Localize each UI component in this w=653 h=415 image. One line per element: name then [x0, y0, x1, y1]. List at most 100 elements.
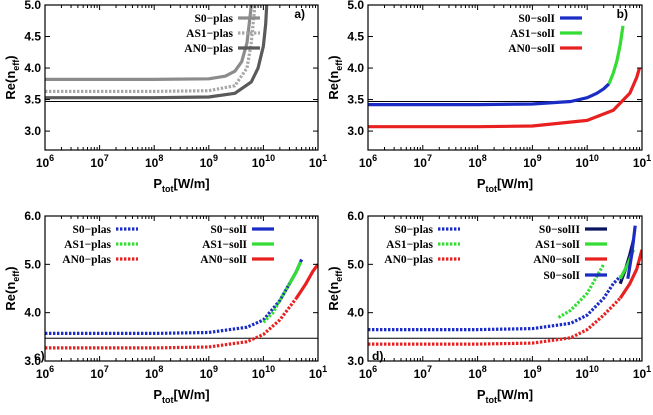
plot-frame — [367, 215, 643, 362]
chart-panel-4: 3.0 4.0 5.0 6.0 106 107 108 109 1010 101 Ptot[W/m]… — [326, 209, 651, 405]
x-tick-label: 1010 — [576, 153, 599, 170]
y-tick-label: 5.0 — [347, 257, 364, 271]
panel-label: d) — [372, 349, 383, 363]
x-tick-label: 109 — [523, 153, 541, 170]
series-group — [368, 25, 642, 129]
legend-label: S0−solI — [543, 270, 580, 282]
series-group — [45, 258, 318, 350]
legend-label: S0−plas — [72, 224, 111, 236]
series-line-6 — [294, 263, 318, 300]
y-tick-label: 3.5 — [347, 93, 364, 107]
plot-frame — [44, 4, 319, 151]
series-line-1 — [368, 82, 611, 107]
legend-label: AN0−plas — [384, 254, 433, 266]
y-tick-label: 3.5 — [24, 93, 41, 107]
legend-label: AS1−solI — [535, 239, 580, 251]
series-line-3 — [45, 297, 298, 350]
x-tick-label: 108 — [468, 364, 486, 381]
x-axis-label: Ptot[W/m] — [153, 176, 209, 194]
x-tick-label: 101 — [633, 153, 651, 170]
x-tick-label: 107 — [90, 364, 108, 381]
legend-label: AS1−plas — [186, 28, 233, 40]
series-line-3 — [45, 5, 269, 100]
x-axis-label: Ptot[W/m] — [153, 387, 209, 405]
x-tick-label: 101 — [633, 364, 651, 381]
x-tick-label: 101 — [309, 364, 327, 381]
y-tick-label: 6.0 — [347, 209, 364, 223]
y-tick-label: 5.0 — [24, 0, 41, 12]
x-tick-label: 108 — [145, 153, 163, 170]
x-axis-label: Ptot[W/m] — [477, 387, 533, 405]
x-tick-label: 108 — [145, 364, 163, 381]
series-line-2 — [262, 282, 291, 324]
legend-label: AS1−solI — [510, 28, 555, 40]
series-line-2 — [45, 5, 257, 94]
series-line-2 — [607, 25, 625, 85]
panel-label: b) — [617, 7, 628, 21]
x-tick-label: 109 — [200, 153, 218, 170]
x-tick-label: 106 — [36, 153, 54, 170]
x-tick-label: 1010 — [576, 364, 599, 381]
x-tick-label: 109 — [523, 364, 541, 381]
y-axis-label: Re(neff) — [326, 55, 344, 99]
y-tick-label: 5.0 — [24, 257, 41, 271]
legend: S0−plas AS1−plas AN0−plas — [184, 13, 260, 55]
x-tick-label: 1010 — [252, 364, 275, 381]
x-tick-label: 1010 — [252, 153, 275, 170]
y-tick-label: 3.0 — [24, 354, 41, 368]
series-group — [45, 5, 269, 100]
series-line-3 — [368, 297, 622, 346]
plot-frame — [367, 4, 643, 151]
panel-label: c) — [34, 349, 45, 363]
legend-label: AN0−plas — [62, 254, 111, 266]
series-line-1 — [45, 5, 253, 82]
x-axis-label: Ptot[W/m] — [477, 176, 533, 194]
y-tick-label: 6.0 — [24, 209, 41, 223]
legend-label: AN0−plas — [184, 43, 233, 55]
legend: S0−plas AS1−plas AN0−plas S0−solII AS1−solI A… — [384, 224, 607, 282]
series-line-1 — [45, 282, 291, 335]
legend-label: AN0−solI — [200, 254, 247, 266]
legend-label: S0−solI — [210, 224, 247, 236]
y-tick-label: 3.0 — [347, 354, 364, 368]
legend-label: AS1−solI — [202, 239, 247, 251]
legend-label: S0−solII — [539, 224, 581, 236]
series-line-1 — [368, 275, 622, 332]
chart-panel-2: 3.0 3.5 4.0 4.5 5.0 106 107 108 109 1010 101 Ptot[W… — [326, 0, 651, 194]
x-tick-label: 108 — [468, 153, 486, 170]
legend-label: S0−plas — [394, 224, 433, 236]
legend-label: AS1−plas — [386, 239, 433, 251]
x-tick-label: 106 — [359, 364, 377, 381]
legend: S0−solI AS1−solI AN0−solI — [508, 13, 582, 55]
legend-label: AN0−solI — [533, 254, 580, 266]
y-axis-label: Re(neff) — [326, 266, 344, 310]
y-tick-label: 4.5 — [24, 30, 41, 44]
series-line-5 — [288, 261, 303, 285]
chart-panel-3: 3.0 4.0 5.0 6.0 106 107 108 109 1010 101 Ptot[W/m]… — [3, 209, 327, 405]
x-tick-label: 106 — [359, 153, 377, 170]
series-line-6 — [618, 249, 642, 300]
legend-label: S0−solI — [518, 13, 555, 25]
legend-label: AN0−solI — [508, 43, 555, 55]
y-tick-label: 4.0 — [24, 61, 41, 75]
y-tick-label: 3.0 — [347, 124, 364, 138]
x-tick-label: 106 — [36, 364, 54, 381]
plot-frame — [44, 215, 319, 362]
series-group — [368, 225, 642, 346]
y-axis-label: Re(neff) — [3, 55, 21, 99]
chart-panel-1: 3.0 3.5 4.0 4.5 5.0 106 107 108 109 1010 101 Ptot[W… — [3, 0, 327, 194]
series-line-2 — [557, 263, 606, 319]
y-tick-label: 5.0 — [347, 0, 364, 12]
x-tick-label: 107 — [414, 364, 432, 381]
panel-label: a) — [294, 7, 305, 21]
legend-label: S0−plas — [194, 13, 233, 25]
x-tick-label: 107 — [414, 153, 432, 170]
x-tick-label: 101 — [309, 153, 327, 170]
y-tick-label: 4.0 — [24, 306, 41, 320]
legend: S0−plas AS1−plas AN0−plas S0−solI AS1−solI AN… — [62, 224, 274, 266]
x-tick-label: 109 — [200, 364, 218, 381]
y-tick-label: 4.0 — [347, 306, 364, 320]
series-line-3 — [368, 67, 642, 129]
x-tick-label: 107 — [90, 153, 108, 170]
